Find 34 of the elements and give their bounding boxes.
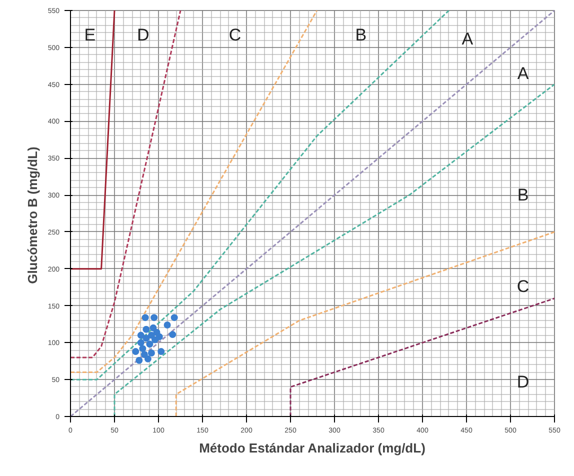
point — [137, 339, 144, 346]
point — [170, 314, 178, 322]
annotation: E — [84, 25, 96, 44]
point — [164, 321, 171, 328]
annotation: B — [517, 186, 529, 205]
annotation: C — [516, 277, 530, 296]
point — [132, 348, 140, 356]
point — [136, 356, 143, 364]
y-axis-title: Glucómetro B (mg/dL) — [24, 146, 40, 284]
annotation: B — [355, 25, 367, 44]
line-series — [175, 231, 554, 416]
point — [146, 340, 154, 348]
annotation: D — [516, 372, 530, 392]
annotation: C — [228, 25, 242, 44]
point — [142, 314, 149, 322]
x-axis-title: Método Estándar Analizador (mg/dL) — [199, 440, 426, 456]
point — [144, 355, 152, 362]
annotation: A — [517, 64, 530, 83]
line-series — [70, 10, 450, 380]
point — [150, 314, 158, 322]
point — [169, 331, 176, 338]
point — [140, 351, 148, 358]
point — [150, 324, 157, 332]
point — [142, 326, 150, 333]
annotation: A — [462, 29, 474, 48]
point — [148, 350, 155, 357]
line-series — [70, 10, 318, 373]
point — [137, 332, 144, 339]
point — [158, 348, 165, 356]
point — [156, 333, 163, 340]
line-series — [70, 10, 182, 358]
line-series — [114, 84, 554, 416]
point — [139, 345, 146, 352]
annotation: D — [136, 25, 150, 44]
